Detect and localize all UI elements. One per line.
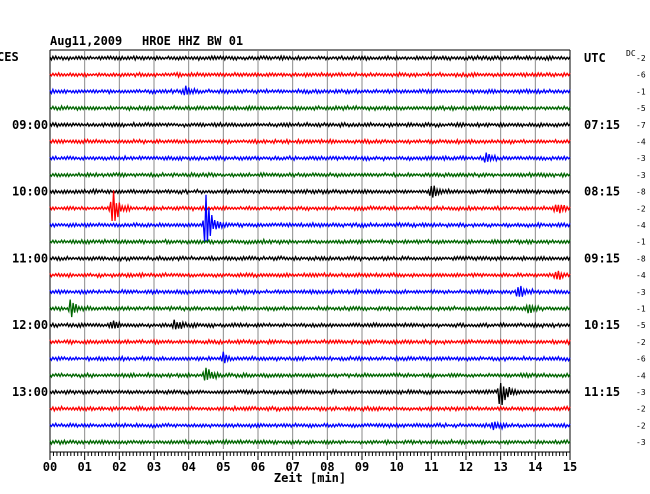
x-tick-label: 09 (355, 460, 369, 474)
x-tick-label: 15 (563, 460, 577, 474)
dc-offset-value: -3 (636, 154, 646, 163)
seismogram-trace (49, 104, 571, 112)
seismogram-trace (49, 367, 571, 381)
dc-offset-value: -4 (636, 138, 646, 147)
dc-offset-value: -2 (636, 405, 646, 414)
dc-label: DC (626, 49, 636, 58)
dc-offset-value: -3 (636, 288, 646, 297)
seismogram-trace (49, 319, 571, 331)
right-time-label: 07:15 (584, 118, 620, 132)
label-layer: Aug11,2009 HROE HHZ BW 01 CES DC Zeit [m… (0, 34, 646, 485)
trace-layer (49, 54, 571, 446)
grid-layer (49, 49, 571, 452)
x-tick-label: 11 (424, 460, 438, 474)
dc-offset-value: -6 (636, 71, 646, 80)
seismogram-trace (49, 438, 571, 446)
seismogram-trace (49, 285, 571, 297)
dc-offset-value: -8 (636, 254, 646, 263)
seismogram-trace (49, 85, 571, 96)
seismogram-trace (49, 382, 571, 406)
dc-offset-value: -4 (636, 221, 646, 230)
x-tick-label: 07 (285, 460, 299, 474)
x-axis: 00 01 02 03 04 05 06 07 08 09 10 11 12 13 14 15 (43, 451, 577, 474)
seismogram-trace (49, 254, 571, 263)
x-tick-label: 01 (77, 460, 91, 474)
dc-offset-value: -1 (636, 238, 646, 247)
dc-offset-value: -4 (636, 271, 646, 280)
seismogram-trace (49, 194, 571, 242)
left-time-label: 12:00 (12, 318, 48, 332)
left-time-label: 13:00 (12, 385, 48, 399)
left-timezone-label: CES (0, 50, 19, 64)
dc-offset-value: -3 (636, 388, 646, 397)
right-time-label: UTC (584, 51, 606, 65)
dc-offset-value: -7 (636, 121, 646, 130)
seismogram-trace (49, 152, 571, 163)
seismogram-trace (49, 185, 571, 198)
left-time-label: 11:00 (12, 251, 48, 265)
x-tick-label: 14 (528, 460, 542, 474)
dc-offset-value: -3 (636, 171, 646, 180)
dc-offset-value: -2 (636, 338, 646, 347)
station-label: HROE HHZ BW 01 (142, 34, 243, 48)
x-tick-label: 10 (389, 460, 403, 474)
dc-offset-value: -2 (636, 54, 646, 63)
x-tick-label: 05 (216, 460, 230, 474)
seismogram-trace (49, 299, 571, 318)
dc-offset-value: -5 (636, 104, 646, 113)
left-time-label: 09:00 (12, 118, 48, 132)
dc-offset-value: -1 (636, 305, 646, 314)
x-tick-label: 13 (493, 460, 507, 474)
x-tick-label: 03 (147, 460, 161, 474)
seismogram-trace (49, 190, 571, 222)
x-tick-label: 12 (459, 460, 473, 474)
dc-offset-value: -2 (636, 421, 646, 430)
left-time-label: 10:00 (12, 185, 48, 199)
seismogram-trace (49, 171, 571, 179)
right-time-label: 09:15 (584, 251, 620, 265)
x-tick-label: 04 (181, 460, 195, 474)
seismogram-trace (49, 237, 571, 246)
seismogram-trace (49, 71, 571, 79)
right-time-label: 11:15 (584, 385, 620, 399)
dc-offset-value: -3 (636, 438, 646, 447)
seismogram-trace (49, 121, 571, 129)
x-tick-label: 06 (251, 460, 265, 474)
x-tick-label: 00 (43, 460, 57, 474)
seismogram-trace (49, 351, 571, 364)
right-time-label: 08:15 (584, 185, 620, 199)
seismogram-trace (49, 404, 571, 413)
right-time-label: 10:15 (584, 318, 620, 332)
x-tick-label: 08 (320, 460, 334, 474)
seismogram-trace (49, 338, 571, 347)
dc-offset-value: -4 (636, 371, 646, 380)
chart-date: Aug11,2009 (50, 34, 122, 48)
dc-offset-value: -5 (636, 321, 646, 330)
x-tick-label: 02 (112, 460, 126, 474)
seismogram-trace (49, 54, 571, 62)
x-axis-label: Zeit [min] (274, 471, 346, 485)
dc-offset-value: -6 (636, 355, 646, 364)
dc-offset-value: -2 (636, 204, 646, 213)
seismogram-trace (49, 270, 571, 280)
seismogram-trace (49, 420, 571, 431)
dc-offset-value: -1 (636, 87, 646, 96)
seismogram-trace (49, 137, 571, 146)
dc-offset-value: -8 (636, 188, 646, 197)
